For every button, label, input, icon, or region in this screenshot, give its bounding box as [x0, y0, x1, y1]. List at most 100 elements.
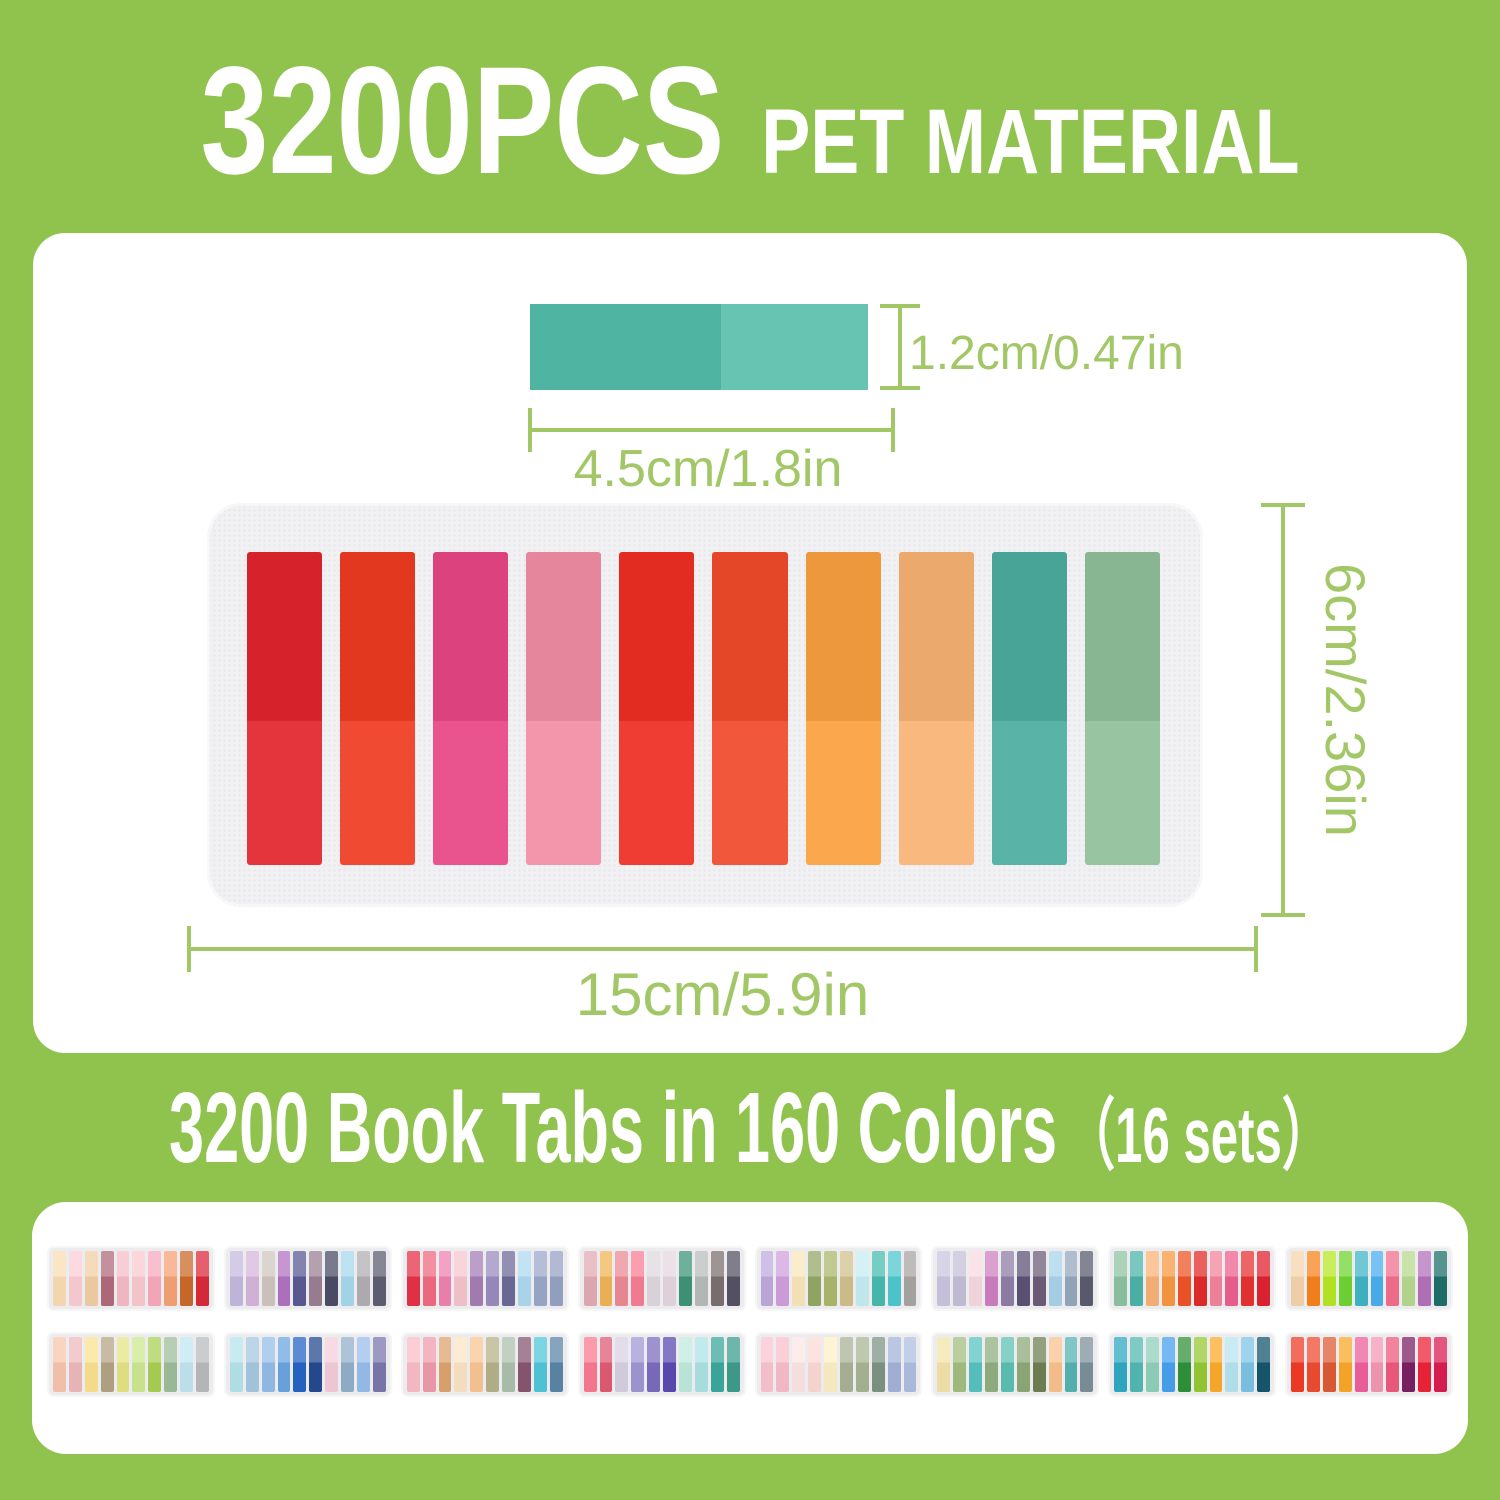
mini-tab: [196, 1251, 209, 1306]
sets-grid: [47, 1246, 1453, 1397]
mini-tab: [53, 1251, 66, 1306]
mini-tab: [726, 1337, 740, 1392]
mini-tab: [470, 1337, 484, 1392]
sheet-tab: [526, 552, 602, 865]
mini-tab: [824, 1251, 837, 1306]
sample-tab-right-half: [720, 304, 868, 390]
mini-tab: [1338, 1337, 1352, 1392]
dimensions-panel: 1.2cm/0.47in 4.5cm/1.8in 6cm/2.36in 15cm…: [33, 233, 1467, 1053]
sheet-tab: [1084, 552, 1160, 865]
mini-tab: [1241, 1337, 1255, 1392]
mini-tab: [615, 1251, 629, 1306]
mini-tab: [1177, 1251, 1191, 1306]
sample-tab-left-half: [530, 304, 721, 390]
tab-set-card: [931, 1246, 1100, 1311]
mini-tab: [615, 1337, 629, 1392]
mini-tab: [583, 1337, 597, 1392]
mini-tab: [533, 1337, 547, 1392]
mini-tab: [1434, 1337, 1448, 1392]
mini-tab: [1114, 1337, 1128, 1392]
mini-tab: [776, 1337, 790, 1392]
mini-tab: [1064, 1337, 1078, 1392]
mini-tab: [855, 1251, 869, 1306]
mini-tab: [293, 1251, 307, 1306]
mini-tab: [1130, 1251, 1144, 1306]
mini-tab: [1080, 1337, 1094, 1392]
mini-tab: [438, 1251, 452, 1306]
mini-tab: [792, 1337, 806, 1392]
mini-tab: [710, 1251, 724, 1306]
mini-tab: [406, 1251, 420, 1306]
sample-tab-swatch: [530, 304, 868, 390]
mini-tab: [325, 1337, 339, 1392]
mini-tab: [486, 1251, 500, 1306]
mini-tab: [486, 1337, 500, 1392]
mini-tab: [454, 1337, 468, 1392]
mini-tab: [1048, 1251, 1062, 1306]
mini-tab: [647, 1337, 661, 1392]
mini-tab: [726, 1251, 740, 1306]
mini-tab: [1146, 1337, 1159, 1392]
tab-set-card: [931, 1332, 1100, 1397]
mini-tab: [1322, 1251, 1336, 1306]
mini-tab: [855, 1337, 869, 1392]
tab-set-card: [47, 1246, 215, 1311]
mini-tab: [132, 1251, 146, 1306]
tab-set-card: [400, 1246, 569, 1311]
mini-tab: [372, 1337, 386, 1392]
mini-tab: [1225, 1337, 1239, 1392]
mini-tab: [1402, 1251, 1416, 1306]
mini-tab: [1338, 1251, 1352, 1306]
mini-tab: [1048, 1337, 1062, 1392]
mini-tab: [1114, 1251, 1128, 1306]
mini-tab: [549, 1337, 563, 1392]
mini-tab: [116, 1337, 130, 1392]
mini-tab: [631, 1251, 645, 1306]
mini-tab: [517, 1251, 531, 1306]
sheet-tab: [991, 552, 1067, 865]
mini-tab: [710, 1337, 724, 1392]
tab-set-card: [754, 1246, 923, 1311]
tab-set-card: [47, 1332, 215, 1397]
mini-tab: [1064, 1251, 1078, 1306]
mini-tab: [357, 1251, 370, 1306]
mini-tab: [871, 1337, 885, 1392]
mini-tab: [985, 1337, 998, 1392]
sheet-height-dimension-line: [1261, 503, 1305, 917]
mini-tab: [1257, 1337, 1271, 1392]
mini-tab: [502, 1251, 515, 1306]
sheet-height-label: 6cm/2.36in: [1314, 563, 1377, 837]
tab-set-card: [577, 1332, 746, 1397]
mini-tab: [694, 1337, 708, 1392]
sheet-tab: [433, 552, 509, 865]
mini-tab: [132, 1337, 146, 1392]
mini-tab: [68, 1337, 82, 1392]
mini-tab: [1193, 1337, 1207, 1392]
mini-tab: [533, 1251, 547, 1306]
mini-tab: [84, 1251, 98, 1306]
mini-tab: [100, 1251, 114, 1306]
sample-height-label: 1.2cm/0.47in: [909, 327, 1184, 380]
mini-tab: [422, 1251, 436, 1306]
tab-set-card: [1285, 1246, 1453, 1311]
mini-tab: [1307, 1251, 1320, 1306]
mini-tab: [599, 1337, 613, 1392]
mini-tab: [969, 1251, 983, 1306]
mini-tab: [631, 1337, 645, 1392]
mini-tab: [325, 1251, 339, 1306]
mini-tab: [277, 1337, 291, 1392]
mini-tab: [148, 1337, 162, 1392]
mini-tab: [245, 1337, 259, 1392]
subtitle: 3200 Book Tabs in 160 Colors （16 sets）: [169, 1078, 1331, 1178]
mini-tab: [985, 1251, 998, 1306]
mini-tab: [903, 1251, 917, 1306]
mini-tab: [694, 1251, 708, 1306]
mini-tab: [229, 1337, 243, 1392]
mini-tab: [357, 1337, 370, 1392]
mini-tab: [969, 1337, 983, 1392]
mini-tab: [1291, 1337, 1305, 1392]
mini-tab: [1016, 1251, 1030, 1306]
mini-tab: [148, 1251, 162, 1306]
mini-tab: [293, 1337, 307, 1392]
mini-tab: [164, 1337, 178, 1392]
